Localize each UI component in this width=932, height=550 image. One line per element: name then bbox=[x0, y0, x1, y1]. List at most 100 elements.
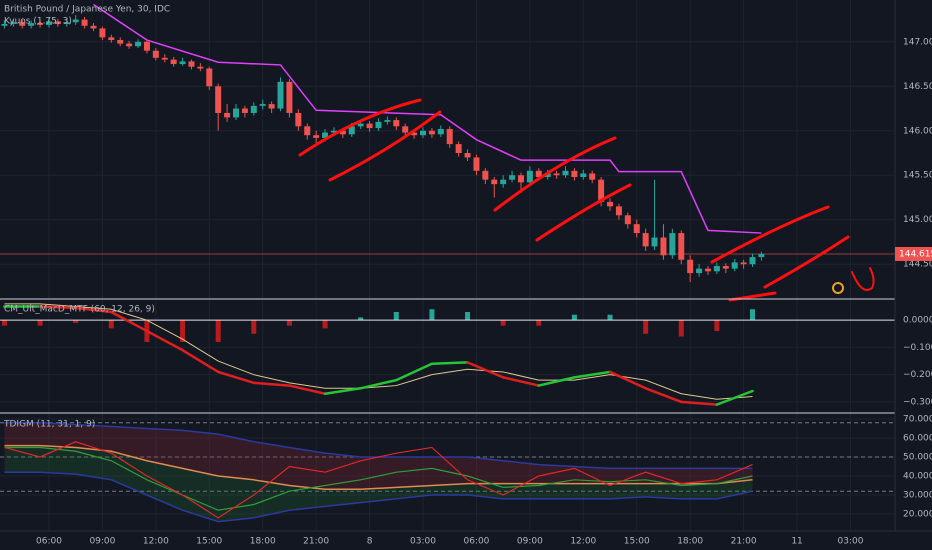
trend-drawing bbox=[763, 235, 850, 289]
arrow-drawing bbox=[851, 267, 875, 291]
candle-body bbox=[517, 175, 524, 183]
candle-body bbox=[553, 173, 560, 176]
candle-body bbox=[571, 170, 578, 178]
indicator-line bbox=[4, 446, 753, 511]
x-tick-label: 15:00 bbox=[196, 537, 222, 547]
candle-body bbox=[624, 215, 631, 225]
histogram-bar bbox=[37, 320, 43, 326]
histogram-bar bbox=[678, 320, 684, 337]
macd-segment bbox=[252, 381, 291, 387]
histogram-bar bbox=[714, 320, 720, 332]
y-tick-label: 70.0000 bbox=[903, 414, 932, 424]
indicator-line bbox=[4, 444, 753, 491]
candle-body bbox=[437, 128, 444, 135]
x-tick-label: 18:00 bbox=[677, 537, 703, 547]
candle-body bbox=[224, 112, 231, 118]
candle-body bbox=[411, 132, 418, 136]
y-tick-label: 30.0000 bbox=[903, 491, 932, 501]
macd-segment bbox=[74, 306, 113, 314]
histogram-bar bbox=[251, 320, 257, 334]
candle-body bbox=[206, 68, 213, 87]
histogram-bar bbox=[571, 314, 577, 321]
histogram-bar bbox=[73, 320, 79, 323]
candle-body bbox=[10, 22, 17, 25]
candle-body bbox=[170, 59, 177, 65]
candle-body bbox=[696, 268, 703, 274]
histogram-bar bbox=[322, 320, 328, 329]
candle-body bbox=[188, 61, 195, 67]
trend-drawing bbox=[298, 98, 422, 157]
indicator-line bbox=[4, 471, 753, 523]
x-tick-label: 8 bbox=[367, 537, 373, 547]
candle-body bbox=[535, 170, 542, 178]
candle-body bbox=[28, 23, 35, 26]
histogram-bar bbox=[358, 317, 364, 321]
candle-body bbox=[37, 23, 44, 25]
x-tick-label: 21:00 bbox=[731, 537, 757, 547]
candle-body bbox=[562, 170, 569, 176]
y-tick-label: 50.0000 bbox=[903, 452, 932, 462]
indicator-title: Kyuos (1.75, 3) bbox=[4, 17, 72, 27]
signal-line bbox=[4, 303, 753, 400]
candle-body bbox=[197, 66, 204, 69]
y-tick-label: 40.0000 bbox=[903, 471, 932, 481]
indicator-title: TDIGM (11, 31, 1, 9) bbox=[3, 420, 95, 430]
y-tick-label: 60.0000 bbox=[903, 433, 932, 443]
candle-body bbox=[615, 206, 622, 216]
x-tick-label: 06:00 bbox=[36, 537, 62, 547]
candle-body bbox=[304, 126, 311, 136]
histogram-bar bbox=[465, 311, 471, 321]
candle-body bbox=[500, 179, 507, 185]
macd-segment bbox=[573, 370, 612, 379]
candle-body bbox=[63, 22, 70, 25]
macd-segment bbox=[38, 305, 77, 310]
histogram-bar bbox=[286, 320, 292, 326]
macd-segment bbox=[216, 370, 256, 385]
candle-body bbox=[420, 130, 427, 136]
candle-body bbox=[330, 130, 337, 133]
candle-body bbox=[161, 57, 168, 60]
candle-body bbox=[126, 43, 133, 47]
macd-segment bbox=[608, 370, 647, 390]
y-tick-label: −0.2000 bbox=[903, 370, 932, 380]
macd-segment bbox=[359, 378, 398, 390]
y-tick-label: 145.50 bbox=[903, 171, 932, 181]
candle-body bbox=[241, 108, 248, 113]
trend-drawing bbox=[710, 205, 830, 264]
macd-segment bbox=[181, 348, 220, 374]
candle-body bbox=[250, 105, 257, 113]
candle-body bbox=[731, 262, 738, 269]
trend-drawing bbox=[493, 136, 617, 212]
candle-body bbox=[473, 157, 480, 171]
last-price-box bbox=[895, 246, 932, 261]
x-tick-label: 03:00 bbox=[838, 537, 864, 547]
candle-body bbox=[286, 81, 293, 113]
candle-body bbox=[642, 233, 649, 247]
histogram-bar bbox=[643, 320, 649, 334]
candle-body bbox=[580, 173, 587, 178]
candle-body bbox=[143, 41, 150, 51]
macd-segment bbox=[644, 387, 683, 404]
candle-body bbox=[598, 179, 605, 202]
histogram-bar bbox=[607, 314, 613, 321]
candle-body bbox=[45, 21, 52, 25]
x-tick-label: 15:00 bbox=[624, 537, 650, 547]
macd-segment bbox=[110, 310, 149, 333]
x-tick-label: 09:00 bbox=[517, 537, 543, 547]
histogram-bar bbox=[536, 320, 542, 326]
candle-body bbox=[428, 130, 435, 135]
candle-body bbox=[446, 128, 453, 145]
macd-segment bbox=[715, 389, 754, 406]
candle-body bbox=[669, 233, 676, 256]
macd-segment bbox=[430, 361, 469, 366]
candle-body bbox=[740, 262, 747, 265]
candle-body bbox=[313, 135, 320, 138]
x-tick-label: 12:00 bbox=[570, 537, 596, 547]
candle-body bbox=[607, 201, 614, 207]
candle-body bbox=[72, 19, 79, 23]
candle-body bbox=[1, 24, 8, 26]
candle-body bbox=[455, 144, 462, 154]
y-tick-label: −0.1000 bbox=[903, 343, 932, 353]
macd-segment bbox=[537, 376, 576, 387]
